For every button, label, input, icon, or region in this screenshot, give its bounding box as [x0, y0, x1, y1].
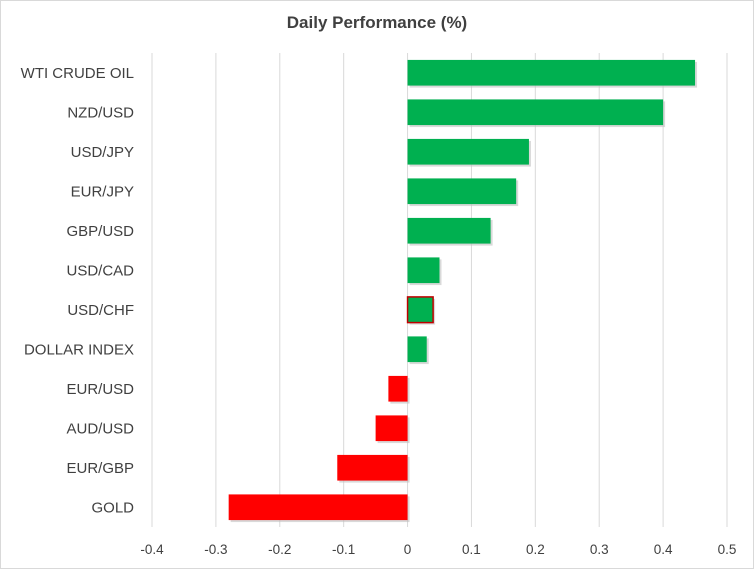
- x-tick-label: -0.4: [140, 542, 164, 557]
- bar: [407, 257, 440, 284]
- gridlines: [151, 53, 728, 527]
- category-label: USD/CHF: [67, 302, 134, 319]
- x-tick-label: 0.4: [654, 542, 673, 557]
- category-label: DOLLAR INDEX: [24, 341, 134, 358]
- x-tick-label: 0.3: [590, 542, 609, 557]
- bar: [407, 138, 529, 165]
- bars: [228, 59, 698, 523]
- bar: [337, 454, 408, 481]
- bar: [407, 99, 664, 126]
- category-label: USD/JPY: [71, 144, 134, 161]
- category-label: NZD/USD: [67, 104, 134, 121]
- category-label: EUR/JPY: [71, 183, 134, 200]
- x-tick-label: -0.2: [268, 542, 291, 557]
- chart-title: Daily Performance (%): [286, 13, 468, 32]
- bar: [406, 296, 434, 324]
- category-label: EUR/USD: [66, 381, 134, 398]
- x-tick-label: -0.1: [332, 542, 355, 557]
- bar: [407, 59, 696, 86]
- bar: [375, 415, 408, 442]
- category-labels: WTI CRUDE OIL NZD/USD USD/JPY EUR/JPY GBP/US…: [21, 65, 135, 517]
- x-tick-label: 0.5: [718, 542, 737, 557]
- x-tick-label: 0.1: [462, 542, 481, 557]
- category-label: WTI CRUDE OIL: [21, 65, 134, 82]
- x-axis-tick-labels: -0.4 -0.3 -0.2 -0.1 0 0.1 0.2 0.3 0.4 0.5: [140, 542, 736, 557]
- category-label: GBP/USD: [66, 223, 134, 240]
- bar: [407, 336, 427, 363]
- x-tick-label: 0: [404, 542, 412, 557]
- category-label: AUD/USD: [66, 420, 134, 437]
- x-tick-label: 0.2: [526, 542, 545, 557]
- bar: [407, 217, 491, 244]
- category-label: EUR/GBP: [66, 460, 134, 477]
- bar: [407, 178, 517, 205]
- bar: [228, 494, 408, 521]
- category-label: USD/CAD: [66, 262, 134, 279]
- x-tick-label: -0.3: [204, 542, 227, 557]
- category-label: GOLD: [91, 499, 134, 516]
- bar: [388, 375, 408, 402]
